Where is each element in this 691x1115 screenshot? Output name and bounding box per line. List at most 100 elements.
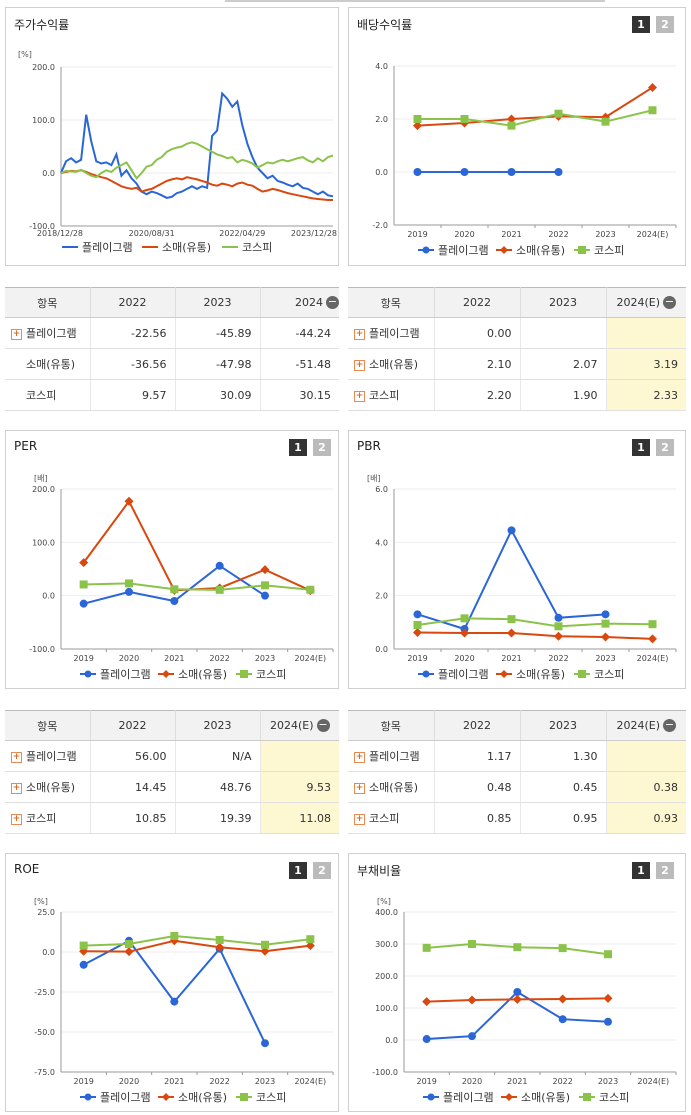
expand-plus-icon[interactable]: + — [11, 751, 22, 763]
data-point — [79, 941, 88, 950]
row-name-cell: + 플레이그램 — [348, 740, 435, 772]
expand-plus-icon[interactable]: + — [354, 359, 365, 371]
view-1-button[interactable]: 1 — [289, 862, 307, 879]
view-2-button[interactable]: 2 — [656, 439, 674, 456]
data-point — [413, 621, 422, 629]
data-point — [169, 936, 179, 946]
dividend-yield-table: 항목 2022 2023 2024(E) − + 플레이그램 0.00 + 소매(유통) 2.10 2… — [348, 287, 686, 411]
value-cell: 11.08 — [260, 802, 339, 834]
series-line — [83, 582, 311, 591]
y-tick-label: 4.0 — [375, 62, 388, 71]
data-point — [413, 121, 422, 131]
value-cell: 19.39 — [175, 802, 261, 834]
data-point — [413, 115, 422, 123]
debt-ratio-chart: [%] 400.0 300.0 200.0 100.0 0.0 -100.0 2019 2020… — [372, 897, 677, 1104]
value-cell — [520, 317, 607, 349]
legend-label: 플레이그램 — [443, 1091, 494, 1104]
axis-unit: [배] — [367, 474, 381, 483]
data-point — [261, 940, 269, 949]
data-point — [601, 619, 610, 628]
data-point — [170, 997, 179, 1006]
x-tick-label: 2019 — [73, 1077, 93, 1086]
legend-marker — [240, 670, 248, 678]
expand-plus-icon[interactable]: + — [354, 390, 365, 402]
view-1-button[interactable]: 1 — [632, 862, 650, 879]
x-tick-label: 2024(E) — [638, 1077, 670, 1086]
legend-label: 코스피 — [242, 241, 272, 254]
data-point — [467, 995, 477, 1005]
series-line — [82, 499, 311, 592]
legend-label: 플레이그램 — [438, 668, 489, 681]
value-cell: -47.98 — [175, 348, 261, 380]
data-point — [79, 599, 88, 608]
roe-chart: [%] 25.0 0.0 -25.0 -50.0 -75.0 2019 2020 2021 202… — [34, 897, 334, 1104]
collapse-icon[interactable]: − — [326, 295, 339, 310]
y-tick-label: 100.0 — [32, 116, 55, 125]
legend-label: 소매(유통) — [162, 241, 211, 254]
x-tick-label: 2021 — [164, 654, 184, 663]
y-tick-label: -100.0 — [372, 1068, 398, 1077]
y-tick-label: -100.0 — [29, 645, 55, 654]
expand-plus-icon[interactable]: + — [11, 782, 22, 794]
y-tick-label: 0.0 — [42, 592, 55, 601]
data-point — [603, 993, 613, 1003]
expand-plus-icon[interactable]: + — [354, 328, 365, 340]
value-cell: 2.33 — [606, 379, 686, 411]
expand-plus-icon[interactable]: + — [354, 782, 365, 794]
view-2-button[interactable]: 2 — [313, 862, 331, 879]
x-tick-label: 2022 — [209, 654, 229, 663]
legend-label: 플레이그램 — [100, 668, 151, 681]
row-label: 소매(유통) — [369, 358, 419, 371]
value-cell: 0.00 — [434, 317, 521, 349]
table-row: + 소매(유통) 2.10 2.07 3.19 — [348, 348, 686, 380]
collapse-icon[interactable]: − — [316, 718, 330, 733]
view-2-button[interactable]: 2 — [656, 862, 674, 879]
value-cell: -22.56 — [90, 317, 176, 349]
value-cell: 3.19 — [606, 348, 686, 380]
view-2-button[interactable]: 2 — [656, 16, 674, 33]
expand-plus-icon[interactable]: + — [354, 751, 365, 763]
y-tick-label: 0.0 — [42, 948, 55, 957]
data-point — [170, 585, 179, 594]
data-point — [422, 943, 431, 952]
x-tick-label: 2023 — [595, 654, 615, 663]
table-row: + 코스피 0.85 0.95 0.93 — [348, 802, 686, 834]
expand-plus-icon[interactable]: + — [11, 328, 22, 340]
view-1-button[interactable]: 1 — [289, 439, 307, 456]
collapse-icon[interactable]: − — [663, 718, 677, 733]
legend-label: 소매(유통) — [178, 668, 227, 681]
x-tick-label: 2020 — [119, 654, 139, 663]
legend-marker — [162, 670, 170, 678]
collapse-icon[interactable]: − — [663, 295, 677, 310]
view-1-button[interactable]: 1 — [632, 16, 650, 33]
data-point — [512, 994, 522, 1004]
data-point — [170, 597, 179, 605]
view-1-button[interactable]: 1 — [632, 439, 650, 456]
value-cell: 0.93 — [606, 802, 686, 834]
expand-plus-icon[interactable]: + — [354, 813, 365, 825]
data-point — [261, 591, 269, 600]
table-row: + 코스피 10.85 19.39 11.08 — [5, 802, 339, 834]
y-tick-label: 2.0 — [375, 592, 388, 601]
column-header-year: 2022 — [434, 710, 521, 741]
panel-title: 주가수익률 — [14, 18, 70, 32]
value-cell: 30.09 — [175, 379, 261, 411]
row-name-cell: + 소매(유통) — [5, 771, 91, 803]
value-cell: -51.48 — [260, 348, 339, 380]
row-name-cell: + 소매(유통) — [348, 771, 435, 803]
data-point — [306, 585, 315, 594]
legend-label: 플레이그램 — [438, 244, 489, 257]
column-header-year: 2024(E) − — [260, 710, 339, 741]
view-2-button[interactable]: 2 — [313, 439, 331, 456]
expand-plus-icon[interactable]: + — [11, 813, 22, 825]
y-tick-label: 0.0 — [385, 1036, 398, 1045]
data-point — [306, 935, 315, 944]
x-tick-label: 2024(E) — [637, 230, 669, 239]
data-point — [604, 950, 612, 959]
value-cell: 10.85 — [90, 802, 176, 834]
data-point — [422, 1035, 431, 1044]
row-name-cell: + 코스피 — [348, 802, 435, 834]
legend-label: 플레이그램 — [100, 1091, 151, 1104]
y-tick-label: 400.0 — [375, 908, 398, 917]
